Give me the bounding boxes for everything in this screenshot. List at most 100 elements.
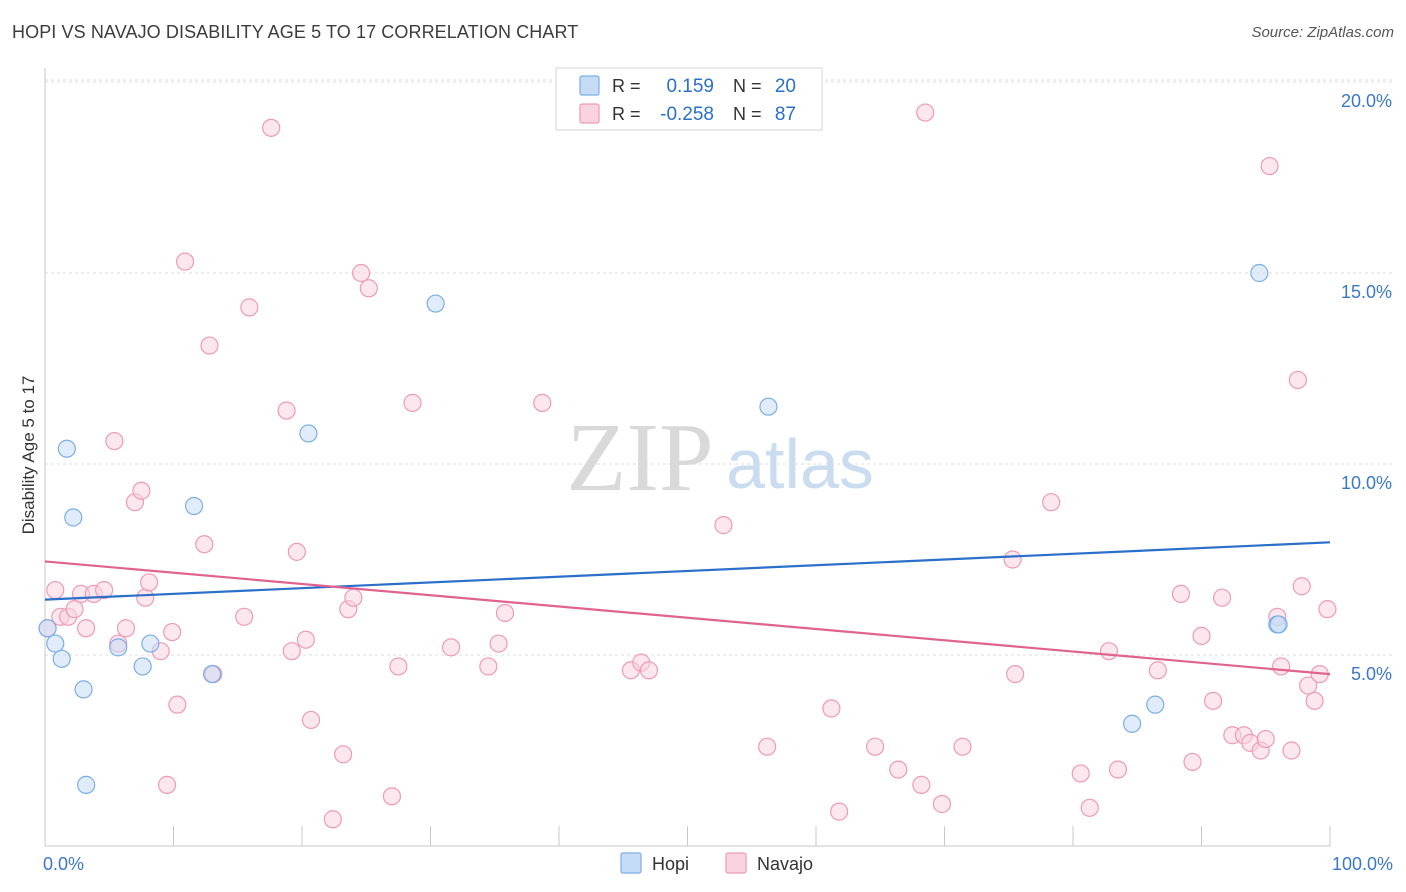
- navajo-point: [1192, 626, 1211, 646]
- navajo-point: [1071, 764, 1090, 783]
- navajo-point: [277, 401, 296, 420]
- navajo-point: [77, 619, 96, 638]
- hopi-point: [1269, 615, 1288, 634]
- navajo-point: [1288, 370, 1307, 390]
- hopi-point: [64, 508, 83, 527]
- navajo-point: [240, 298, 259, 317]
- stats-legend: R = 0.159 N = 20 R = -0.258 N = 87: [555, 67, 823, 131]
- navajo-point: [1148, 661, 1167, 680]
- navajo-point: [758, 737, 777, 756]
- navajo-trend-line: [44, 560, 1331, 676]
- hopi-n-label: N =: [733, 76, 762, 96]
- navajo-point: [866, 737, 885, 756]
- hopi-point: [52, 649, 71, 668]
- hopi-point: [46, 634, 65, 653]
- navajo-point: [1299, 676, 1318, 695]
- series-legend: Hopi Navajo: [620, 852, 813, 874]
- x-tick-label-end: 100.0%: [1332, 854, 1393, 874]
- navajo-point: [1212, 588, 1232, 607]
- navajo-point: [1272, 657, 1291, 676]
- navajo-point: [489, 634, 508, 653]
- hopi-point: [109, 638, 128, 657]
- navajo-point: [287, 542, 306, 561]
- navajo-point: [359, 279, 378, 298]
- navajo-point: [639, 661, 659, 680]
- navajo-point: [46, 580, 65, 600]
- navajo-point: [262, 118, 281, 137]
- y-axis-label: Disability Age 5 to 17: [19, 376, 38, 535]
- legend-label-hopi: Hopi: [652, 854, 689, 874]
- navajo-point: [116, 619, 136, 638]
- navajo-point: [1305, 691, 1324, 710]
- navajo-point: [195, 535, 214, 554]
- navajo-stats-swatch: [579, 103, 600, 124]
- hopi-r-label: R =: [612, 76, 641, 96]
- navajo-r-value: -0.258: [660, 104, 714, 125]
- navajo-n-value: 87: [775, 104, 796, 125]
- hopi-point: [1250, 263, 1269, 283]
- navajo-point: [932, 794, 952, 814]
- hopi-trend-line: [44, 541, 1331, 601]
- hopi-r-value: 0.159: [666, 76, 714, 97]
- hopi-point: [133, 657, 152, 676]
- navajo-point: [830, 802, 849, 821]
- navajo-point: [65, 600, 84, 619]
- watermark: ZIP atlas: [567, 404, 874, 512]
- watermark-atlas: atlas: [726, 425, 874, 503]
- navajo-point: [495, 603, 515, 623]
- y-tick-label: 10.0%: [1341, 473, 1392, 493]
- navajo-point: [163, 622, 182, 642]
- navajo-point: [1042, 493, 1061, 512]
- navajo-point: [235, 607, 254, 626]
- y-tick-label: 5.0%: [1351, 664, 1392, 684]
- navajo-point: [953, 737, 972, 756]
- navajo-point: [1203, 691, 1223, 710]
- navajo-point: [352, 263, 371, 283]
- navajo-point: [822, 699, 841, 718]
- chart-source: Source: ZipAtlas.com: [1251, 24, 1394, 41]
- navajo-point: [382, 787, 402, 806]
- navajo-point: [889, 760, 908, 779]
- hopi-point: [299, 424, 318, 443]
- navajo-point: [1080, 798, 1099, 817]
- navajo-point: [95, 580, 114, 600]
- navajo-point: [1292, 577, 1311, 596]
- navajo-point: [105, 431, 124, 451]
- navajo-point: [912, 775, 931, 794]
- navajo-point: [1318, 600, 1337, 619]
- data-points: [38, 103, 1337, 829]
- y-tick-label: 20.0%: [1341, 91, 1392, 111]
- navajo-point: [296, 630, 315, 649]
- navajo-point: [132, 481, 151, 500]
- navajo-point: [403, 393, 422, 412]
- navajo-point: [200, 336, 219, 355]
- navajo-point: [168, 695, 187, 714]
- hopi-stats-swatch: [579, 75, 600, 96]
- axes: 5.0% 10.0% 15.0% 20.0% 0.0% 100.0%: [43, 68, 1393, 874]
- hopi-point: [184, 496, 204, 516]
- hopi-n-value: 20: [775, 76, 796, 97]
- hopi-point: [74, 680, 93, 699]
- navajo-point: [334, 745, 353, 764]
- navajo-point: [136, 588, 155, 607]
- hopi-point: [57, 439, 76, 458]
- navajo-point: [1256, 729, 1275, 749]
- navajo-point: [1260, 156, 1279, 176]
- navajo-point: [1006, 664, 1025, 684]
- y-tick-label: 15.0%: [1341, 282, 1392, 302]
- navajo-point: [1108, 760, 1128, 779]
- legend-swatch-navajo: [725, 852, 747, 874]
- navajo-point: [139, 573, 159, 592]
- navajo-r-label: R =: [612, 104, 641, 124]
- navajo-point: [533, 393, 552, 412]
- navajo-point: [714, 516, 733, 535]
- hopi-point: [1146, 695, 1165, 714]
- hopi-point: [426, 294, 445, 313]
- chart-title: HOPI VS NAVAJO DISABILITY AGE 5 TO 17 CO…: [12, 22, 579, 42]
- navajo-point: [282, 642, 301, 661]
- navajo-point: [1003, 550, 1022, 569]
- hopi-point: [759, 397, 778, 416]
- hopi-point: [38, 619, 57, 638]
- legend-swatch-hopi: [620, 852, 642, 874]
